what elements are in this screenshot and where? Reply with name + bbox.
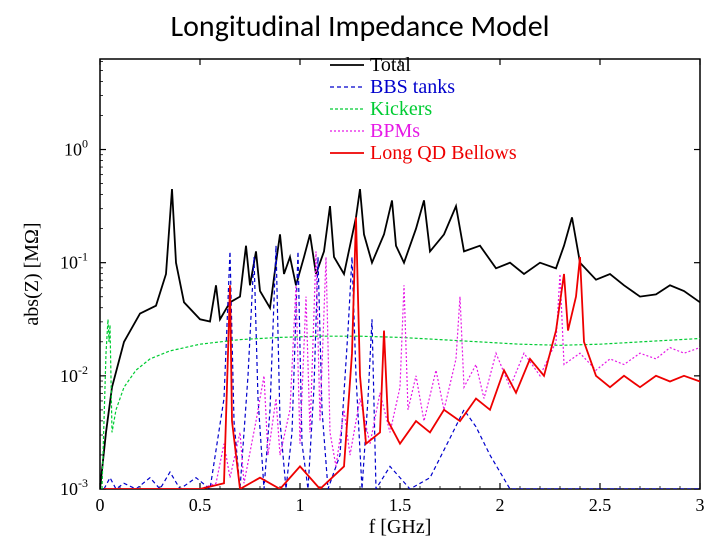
svg-text:1: 1	[296, 495, 305, 515]
svg-text:100: 100	[64, 137, 88, 160]
svg-text:2: 2	[496, 495, 505, 515]
svg-text:1.5: 1.5	[389, 495, 412, 515]
legend-bpms: BPMs	[370, 120, 420, 142]
svg-text:0.5: 0.5	[189, 495, 212, 515]
legend-total: Total	[370, 54, 411, 76]
svg-text:abs(Z) [MΩ]: abs(Z) [MΩ]	[21, 222, 43, 325]
legend-long-qd-bellows: Long QD Bellows	[370, 142, 517, 164]
svg-text:2.5: 2.5	[589, 495, 612, 515]
svg-text:10-1: 10-1	[60, 250, 88, 273]
legend-kickers: Kickers	[370, 98, 432, 120]
svg-text:10-2: 10-2	[60, 363, 88, 386]
svg-text:3: 3	[696, 495, 705, 515]
impedance-chart: 0 0.5 1 1.5 2 2.5 3 10-3 10-2 10-1 100 f [GHz] abs(Z…	[0, 49, 720, 539]
legend-bbs-tanks: BBS tanks	[370, 76, 455, 98]
svg-text:10-3: 10-3	[60, 476, 88, 499]
page-title: Longitudinal Impedance Model	[0, 0, 720, 49]
svg-text:f [GHz]: f [GHz]	[369, 516, 432, 538]
svg-text:0: 0	[96, 495, 105, 515]
